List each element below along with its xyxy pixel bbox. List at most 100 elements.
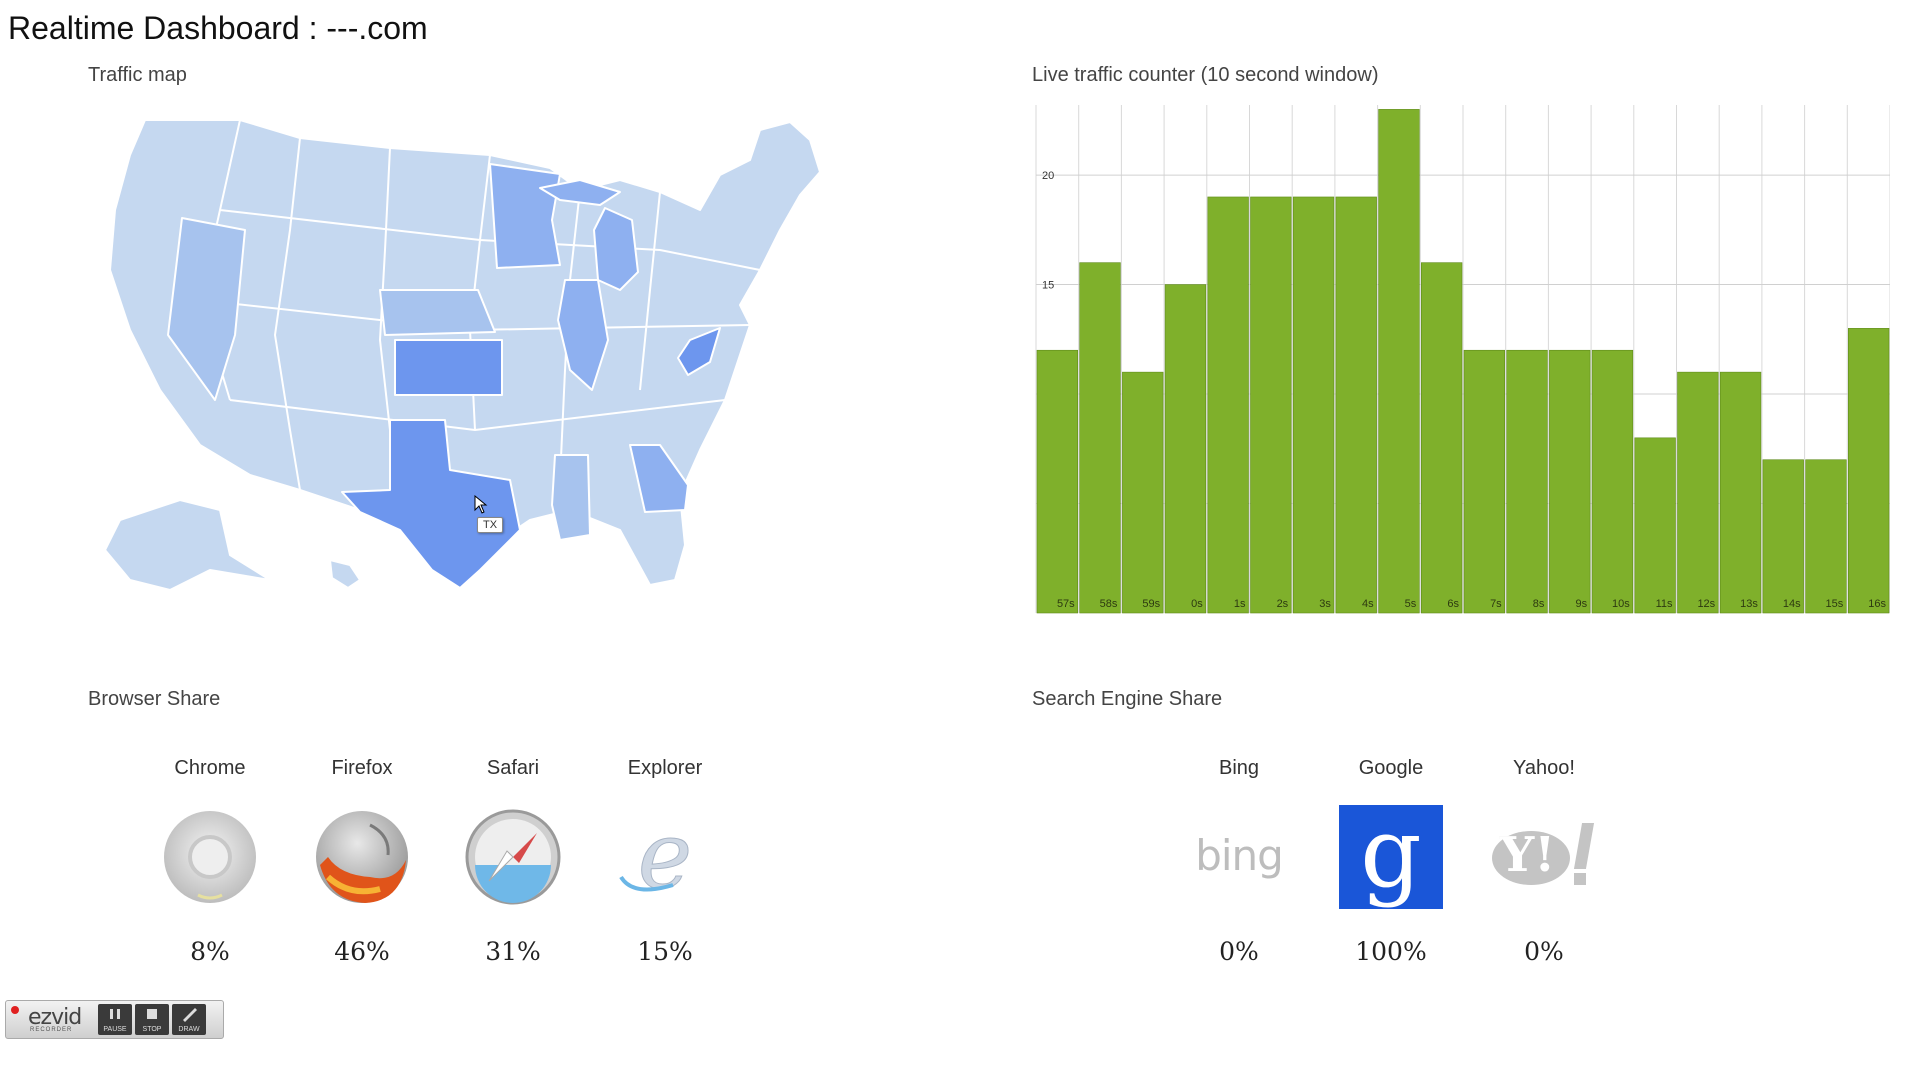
search-google: Google g 100% xyxy=(1316,757,1466,966)
x-tick-label: 0s xyxy=(1191,598,1203,610)
search-engine-name: Yahoo! xyxy=(1513,757,1575,779)
search-engine-share-label: Search Engine Share xyxy=(1032,688,1223,710)
pause-label: PAUSE xyxy=(103,1026,127,1033)
browser-share-label: Browser Share xyxy=(88,688,221,710)
state-alaska[interactable] xyxy=(104,499,271,591)
traffic-bar xyxy=(1164,284,1207,614)
traffic-bar xyxy=(1079,262,1121,614)
traffic-bar xyxy=(1207,196,1249,614)
browser-chrome: Chrome 8% xyxy=(135,757,285,966)
page-title: Realtime Dashboard : ---.com xyxy=(8,10,428,46)
recorder-sub: RECORDER xyxy=(30,1027,73,1033)
x-tick-label: 12s xyxy=(1697,598,1715,610)
x-tick-label: 59s xyxy=(1142,598,1160,610)
state-georgia[interactable] xyxy=(629,444,689,513)
svg-text:e: e xyxy=(638,805,692,909)
state-hawaii[interactable] xyxy=(329,559,361,589)
traffic-bar xyxy=(1762,459,1804,614)
traffic-bar xyxy=(1250,196,1292,614)
traffic-bar xyxy=(1847,328,1890,614)
traffic-bar xyxy=(1378,109,1420,614)
x-tick-label: 5s xyxy=(1405,598,1417,610)
x-tick-label: 16s xyxy=(1868,598,1886,610)
draw-button[interactable]: DRAW xyxy=(172,1004,206,1035)
chrome-icon xyxy=(158,805,262,909)
x-tick-label: 2s xyxy=(1277,598,1289,610)
google-icon: g xyxy=(1339,797,1443,909)
bing-icon: bing xyxy=(1187,805,1291,909)
state-kansas[interactable] xyxy=(394,339,503,396)
recorder-toolbar[interactable]: ezvid RECORDER PAUSE STOP DRAW xyxy=(5,1000,224,1039)
state-minnesota[interactable] xyxy=(489,163,561,269)
pause-button[interactable]: PAUSE xyxy=(98,1004,132,1035)
state-mississippi[interactable] xyxy=(551,454,591,541)
x-tick-label: 14s xyxy=(1783,598,1801,610)
search-engine-name: Bing xyxy=(1218,757,1260,779)
traffic-bar xyxy=(1420,262,1463,614)
explorer-icon: e xyxy=(613,802,717,910)
x-tick-label: 58s xyxy=(1100,598,1118,610)
browser-name: Safari xyxy=(486,757,540,779)
search-bing: Bing bing 0% xyxy=(1164,757,1314,966)
safari-icon xyxy=(461,805,565,909)
draw-label: DRAW xyxy=(178,1026,200,1033)
y-tick-label: 20 xyxy=(1042,170,1054,182)
traffic-bar xyxy=(1549,349,1591,614)
x-tick-label: 1s xyxy=(1234,598,1246,610)
search-engine-percent: 0% xyxy=(1524,937,1564,966)
map-hover-tooltip: TX xyxy=(477,517,504,533)
browser-name: Firefox xyxy=(331,757,393,779)
pencil-icon xyxy=(183,1008,197,1022)
state-nevada[interactable] xyxy=(167,217,246,401)
x-tick-label: 57s xyxy=(1057,598,1075,610)
traffic-bar xyxy=(1036,349,1079,614)
x-tick-label: 6s xyxy=(1447,598,1459,610)
traffic-bar xyxy=(1122,371,1164,614)
live-traffic-chart: 510152057s58s59s0s1s2s3s4s5s6s7s8s9s10s1… xyxy=(1035,105,1890,614)
browser-percent: 15% xyxy=(637,937,693,966)
yahoo-icon: Y! xyxy=(1492,805,1596,909)
state-illinois[interactable] xyxy=(557,279,609,391)
x-tick-label: 9s xyxy=(1575,598,1587,610)
us-traffic-map[interactable] xyxy=(60,100,900,620)
firefox-icon xyxy=(310,805,414,909)
state-michigan[interactable] xyxy=(593,207,639,291)
traffic-bar xyxy=(1805,459,1847,614)
record-indicator-icon xyxy=(11,1006,19,1014)
stop-label: STOP xyxy=(142,1026,162,1033)
search-engine-percent: 0% xyxy=(1219,937,1259,966)
google-logo-text: g xyxy=(1360,797,1422,909)
x-tick-label: 11s xyxy=(1656,598,1673,610)
traffic-bar xyxy=(1335,196,1377,614)
x-tick-label: 13s xyxy=(1740,598,1758,610)
traffic-bar xyxy=(1634,437,1676,614)
traffic-bar xyxy=(1719,371,1762,614)
state-west-virginia[interactable] xyxy=(677,327,721,376)
x-tick-label: 7s xyxy=(1490,598,1502,610)
browser-percent: 8% xyxy=(190,937,230,966)
yahoo-logo-text: Y! xyxy=(1500,827,1556,883)
live-counter-label: Live traffic counter (10 second window) xyxy=(1032,64,1379,86)
traffic-bar xyxy=(1506,349,1548,614)
y-tick-label: 15 xyxy=(1042,280,1054,292)
state-nebraska[interactable] xyxy=(379,289,496,336)
search-yahoo: Yahoo! Y! 0% xyxy=(1469,757,1619,966)
browser-explorer: Explorer e 15% xyxy=(590,757,740,966)
traffic-bar xyxy=(1292,196,1335,614)
x-tick-label: 3s xyxy=(1319,598,1331,610)
x-tick-label: 15s xyxy=(1826,598,1844,610)
traffic-bar xyxy=(1591,349,1634,614)
x-tick-label: 8s xyxy=(1533,598,1545,610)
stop-button[interactable]: STOP xyxy=(135,1004,169,1035)
state-texas[interactable] xyxy=(341,419,521,589)
traffic-bar xyxy=(1463,349,1506,614)
stop-icon xyxy=(147,1009,157,1019)
pause-icon xyxy=(110,1009,120,1019)
traffic-map-label: Traffic map xyxy=(88,64,187,86)
mouse-cursor-icon xyxy=(474,495,488,514)
traffic-bar xyxy=(1677,371,1719,614)
state-michigan-up[interactable] xyxy=(539,179,621,206)
browser-name: Explorer xyxy=(627,757,703,779)
browser-safari: Safari 31% xyxy=(438,757,588,966)
search-engine-name: Google xyxy=(1358,757,1424,779)
